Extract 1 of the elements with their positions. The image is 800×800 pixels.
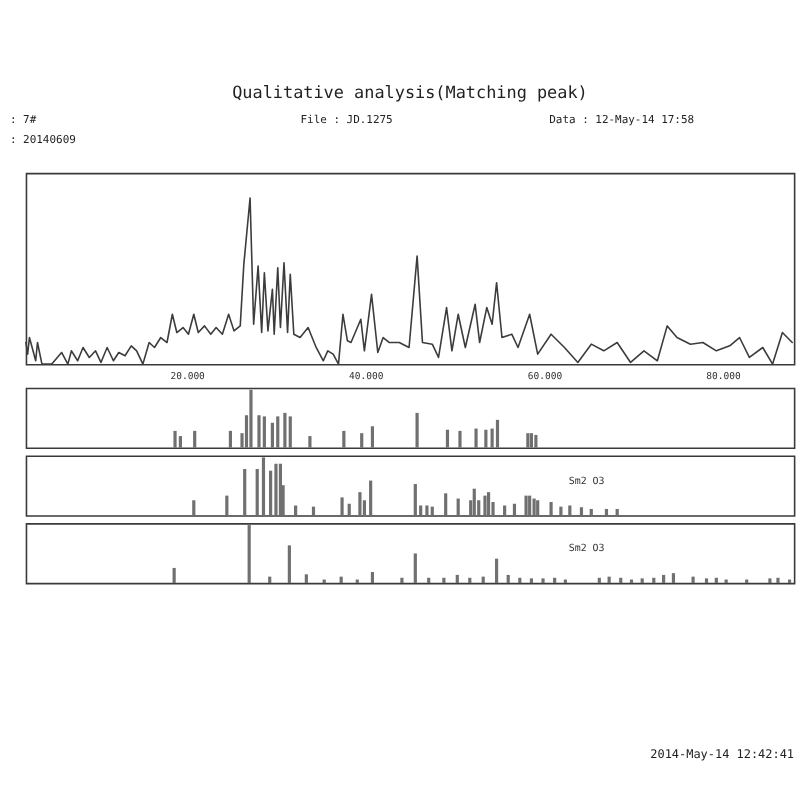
chart-title: Qualitative analysis(Matching peak) [232,82,588,103]
